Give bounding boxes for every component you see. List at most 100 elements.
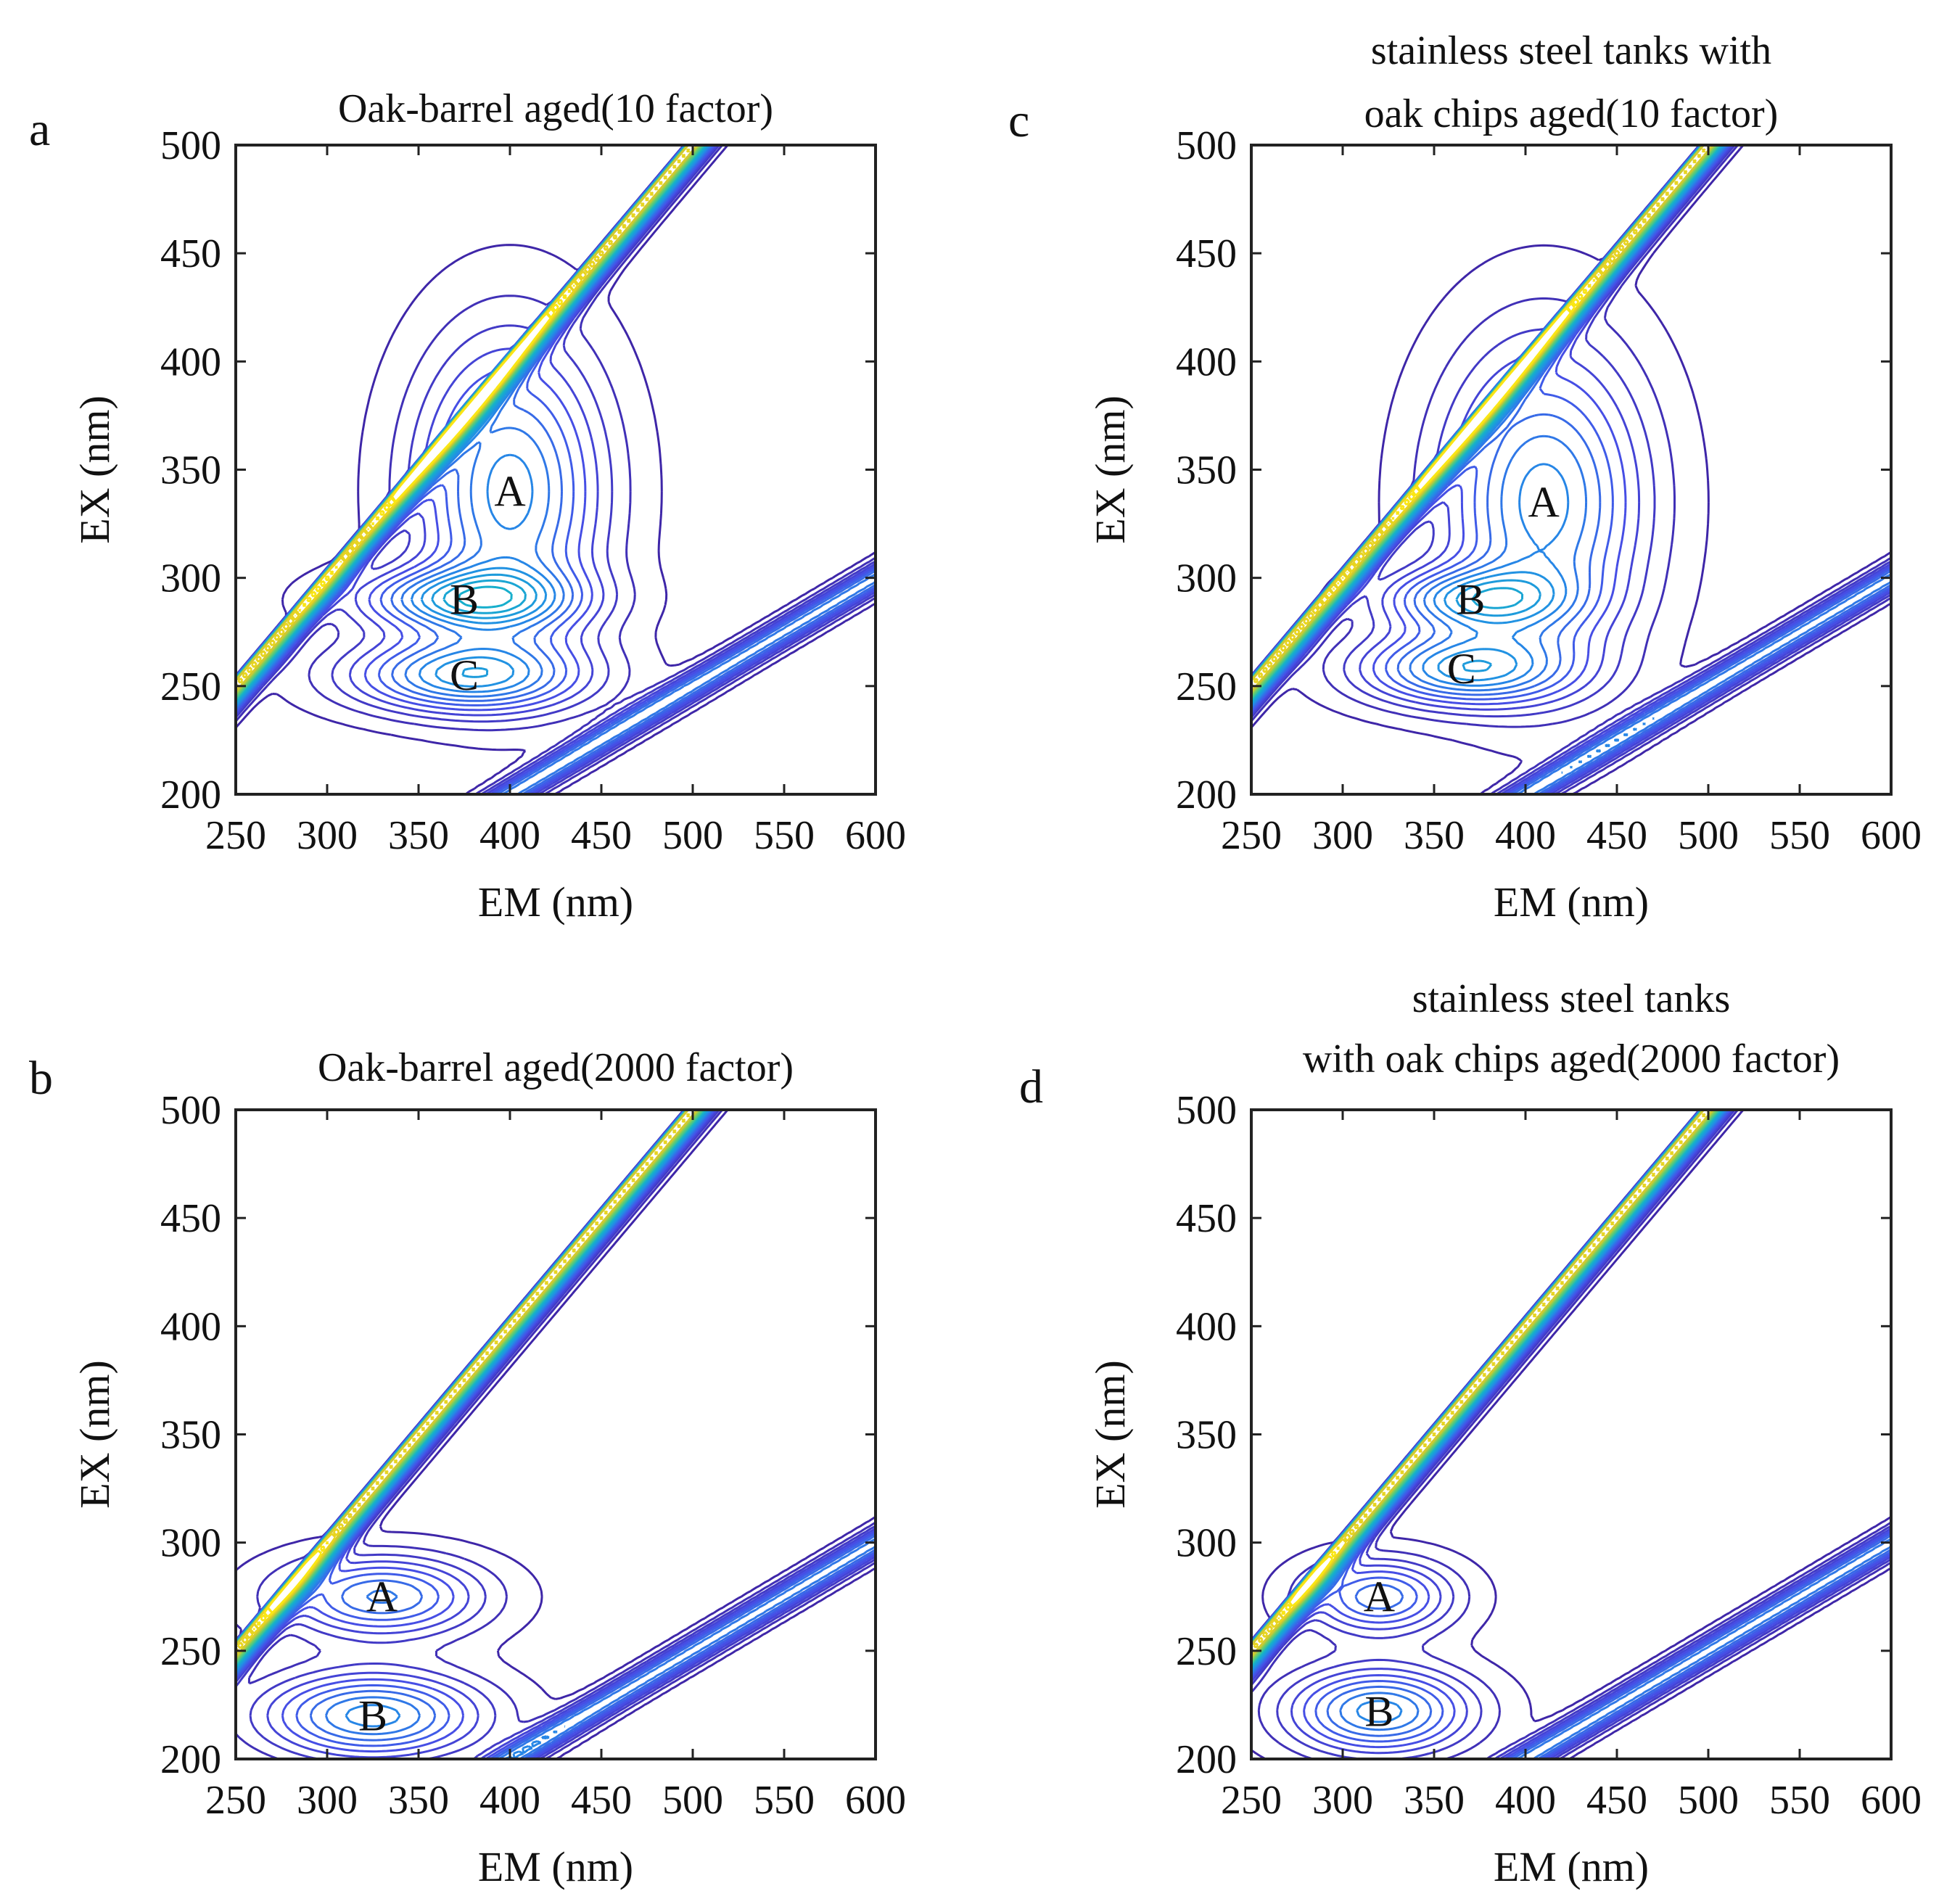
y-tick-label: 400 bbox=[160, 1304, 221, 1349]
panel-c: 250 300 350 400 450 500 550 6002002503003504004… bbox=[1008, 28, 1922, 926]
y-tick-label: 350 bbox=[160, 1413, 221, 1458]
y-tick-label: 350 bbox=[1176, 448, 1237, 493]
y-tick-label: 500 bbox=[160, 1088, 221, 1133]
x-tick-label: 600 bbox=[1861, 1778, 1922, 1823]
y-axis-label: EX (nm) bbox=[71, 1360, 118, 1509]
x-tick-label: 350 bbox=[1404, 1778, 1465, 1823]
contour-level-21 bbox=[1251, 1110, 1710, 1655]
x-tick-label: 250 bbox=[205, 813, 266, 858]
peak-label-C: C bbox=[450, 651, 479, 699]
y-tick-label: 500 bbox=[160, 123, 221, 168]
contour-level-22 bbox=[252, 1541, 329, 1631]
chart-title: with oak chips aged(2000 factor) bbox=[1303, 1037, 1840, 1082]
x-tick-label: 600 bbox=[845, 1778, 906, 1823]
x-axis-label: EM (nm) bbox=[478, 878, 633, 926]
x-tick-label: 450 bbox=[571, 813, 632, 858]
peak-label-B: B bbox=[1456, 576, 1485, 624]
panel-d: 250 300 350 400 450 500 550 6002002503003504004… bbox=[1019, 976, 1922, 1890]
y-axis-label: EX (nm) bbox=[1087, 1360, 1134, 1509]
x-tick-label: 550 bbox=[754, 1778, 815, 1823]
chart-title: Oak-barrel aged(2000 factor) bbox=[318, 1045, 794, 1090]
peak-label-A: A bbox=[494, 467, 525, 515]
plot-frame bbox=[234, 1108, 877, 1760]
peak-label-A: A bbox=[1528, 478, 1560, 526]
y-tick-label: 450 bbox=[160, 231, 221, 276]
panel-b: 250 300 350 400 450 500 550 6002002503003504004… bbox=[29, 1045, 906, 1890]
peak-label-A: A bbox=[366, 1573, 398, 1620]
x-tick-label: 400 bbox=[1495, 1778, 1556, 1823]
y-tick-label: 300 bbox=[1176, 1521, 1237, 1566]
contour-lines-d bbox=[1251, 1110, 1891, 1759]
x-tick-label: 450 bbox=[571, 1778, 632, 1823]
y-axis-label: EX (nm) bbox=[1087, 395, 1134, 544]
contour-level-4 bbox=[1251, 1110, 1891, 1759]
x-tick-label: 550 bbox=[754, 813, 815, 858]
x-tick-label: 450 bbox=[1586, 1778, 1647, 1823]
y-tick-label: 400 bbox=[1176, 1304, 1237, 1349]
contour-level-5 bbox=[236, 145, 876, 794]
y-tick-label: 250 bbox=[160, 664, 221, 709]
peak-label-B: B bbox=[1364, 1687, 1393, 1735]
x-tick-label: 500 bbox=[662, 813, 723, 858]
contour-level-3 bbox=[1251, 1110, 1891, 1759]
chart-title: Oak-barrel aged(10 factor) bbox=[338, 86, 773, 131]
contour-level-8 bbox=[1251, 1110, 1891, 1759]
contour-level-7 bbox=[236, 1110, 876, 1759]
peak-label-B: B bbox=[358, 1692, 387, 1739]
y-tick-label: 300 bbox=[160, 1521, 221, 1566]
peak-label-B: B bbox=[450, 576, 479, 624]
contour-level-5 bbox=[236, 1110, 876, 1759]
x-tick-label: 350 bbox=[388, 813, 449, 858]
contour-level-8 bbox=[236, 1110, 876, 1759]
panel-label: d bbox=[1019, 1060, 1043, 1113]
contour-level-1 bbox=[1251, 1110, 1891, 1759]
contour-lines-b bbox=[236, 1110, 876, 1759]
y-tick-label: 250 bbox=[160, 1629, 221, 1674]
x-tick-label: 350 bbox=[1404, 813, 1465, 858]
panel-a: 250 300 350 400 450 500 550 6002002503003504004… bbox=[29, 86, 906, 926]
contour-level-22 bbox=[1277, 1542, 1344, 1620]
x-axis-label: EM (nm) bbox=[1494, 878, 1649, 926]
x-tick-label: 550 bbox=[1769, 1778, 1830, 1823]
y-tick-label: 200 bbox=[1176, 1737, 1237, 1782]
y-tick-label: 200 bbox=[1176, 773, 1237, 817]
x-tick-label: 250 bbox=[205, 1778, 266, 1823]
y-tick-label: 450 bbox=[1176, 1196, 1237, 1241]
x-tick-label: 600 bbox=[845, 813, 906, 858]
y-tick-label: 250 bbox=[1176, 664, 1237, 709]
x-tick-label: 400 bbox=[1495, 813, 1556, 858]
y-tick-label: 250 bbox=[1176, 1629, 1237, 1674]
x-tick-label: 350 bbox=[388, 1778, 449, 1823]
contour-level-22 bbox=[1323, 273, 1600, 601]
contour-level-6 bbox=[236, 1110, 876, 1759]
x-tick-label: 500 bbox=[1678, 1778, 1739, 1823]
contour-level-2 bbox=[1251, 145, 1891, 794]
contour-level-7 bbox=[1251, 1110, 1891, 1759]
contour-level-3 bbox=[236, 1110, 876, 1759]
peak-label-A: A bbox=[1364, 1573, 1395, 1620]
chart-title: stainless steel tanks bbox=[1412, 976, 1731, 1021]
contour-lines-c bbox=[1251, 145, 1891, 794]
y-tick-label: 200 bbox=[160, 1737, 221, 1782]
y-tick-label: 300 bbox=[1176, 556, 1237, 601]
y-tick-label: 350 bbox=[1176, 1413, 1237, 1458]
x-tick-label: 550 bbox=[1769, 813, 1830, 858]
y-axis-label: EX (nm) bbox=[71, 395, 118, 544]
y-tick-label: 300 bbox=[160, 556, 221, 601]
y-tick-label: 500 bbox=[1176, 123, 1237, 168]
x-tick-label: 600 bbox=[1861, 813, 1922, 858]
y-tick-label: 400 bbox=[160, 339, 221, 384]
plot-frame bbox=[1250, 1108, 1893, 1760]
x-tick-label: 300 bbox=[1312, 1778, 1373, 1823]
y-tick-label: 200 bbox=[160, 773, 221, 817]
x-tick-label: 500 bbox=[662, 1778, 723, 1823]
x-tick-label: 500 bbox=[1678, 813, 1739, 858]
contour-level-6 bbox=[1251, 1110, 1891, 1759]
contour-level-1 bbox=[236, 1110, 876, 1759]
x-axis-label: EM (nm) bbox=[478, 1843, 633, 1890]
y-tick-label: 400 bbox=[1176, 339, 1237, 384]
y-tick-label: 450 bbox=[1176, 231, 1237, 276]
x-axis-label: EM (nm) bbox=[1494, 1843, 1649, 1890]
peak-label-C: C bbox=[1447, 645, 1476, 693]
x-tick-label: 250 bbox=[1221, 1778, 1282, 1823]
